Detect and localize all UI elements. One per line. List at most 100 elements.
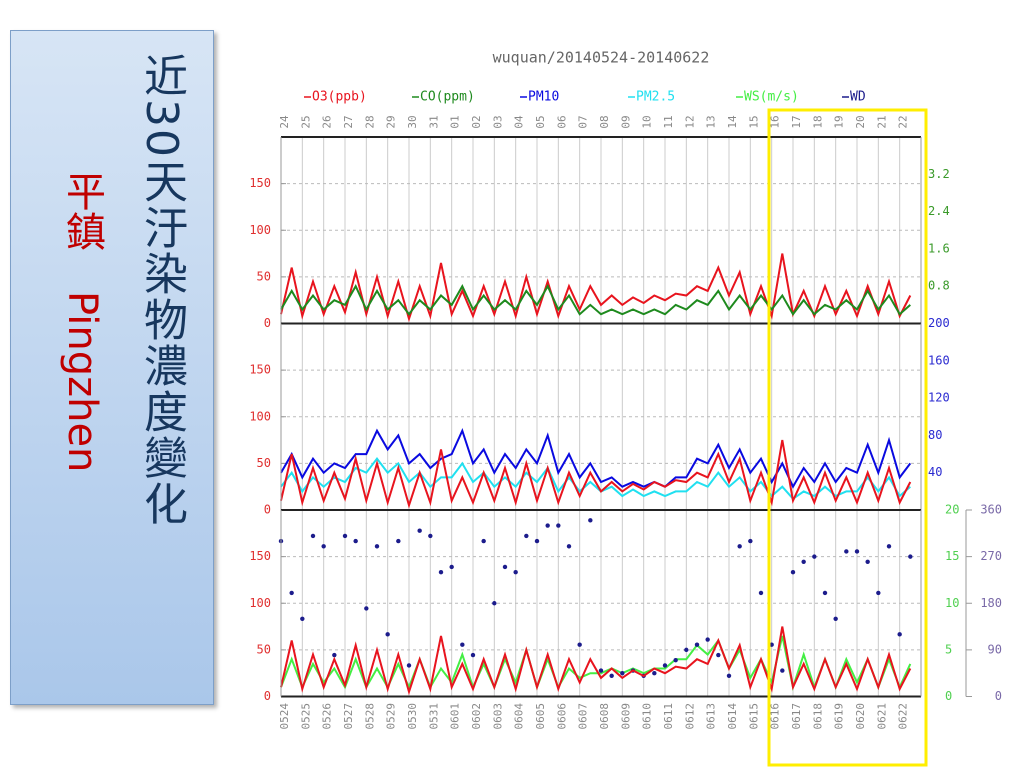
x-tick-label-top: 31 (427, 115, 440, 128)
series-line (280, 626, 912, 696)
scatter-point (332, 652, 337, 658)
x-tick-label-top: 29 (385, 115, 398, 128)
x-tick-label-top: 27 (342, 115, 355, 128)
x-tick-label: 0528 (363, 703, 376, 730)
scatter-point (652, 670, 657, 676)
x-tick-label-top: 25 (299, 115, 312, 128)
series-line (280, 253, 912, 323)
scatter-point (556, 523, 561, 528)
x-tick-label: 0618 (811, 703, 824, 730)
scatter-point (897, 632, 902, 637)
y-tick-label: 100 (249, 223, 271, 237)
y-tick-label: 0 (264, 503, 271, 517)
series-line (280, 635, 912, 692)
scatter-point (748, 538, 753, 544)
x-tick-label-top: 07 (577, 115, 590, 128)
x-tick-label-top: 19 (833, 115, 846, 128)
scatter-point (694, 642, 700, 647)
x-tick-label: 0606 (555, 703, 568, 730)
scatter-point (609, 673, 614, 678)
x-tick-label-top: 04 (513, 115, 526, 129)
scatter-point (566, 544, 572, 549)
x-tick-label: 0612 (683, 703, 696, 730)
x-tick-label-top: 12 (683, 115, 696, 128)
x-tick-label-top: 06 (555, 115, 568, 128)
y-tick-label: 100 (249, 409, 271, 423)
y2-tick-label: 0 (945, 689, 952, 703)
scatter-point (662, 663, 668, 668)
y2-tick-label: 20 (945, 503, 959, 517)
series-line (280, 439, 912, 509)
legend-label: WD (850, 90, 866, 105)
y2-tick-label: 15 (945, 549, 959, 563)
x-tick-label-top: 30 (406, 115, 419, 128)
scatter-point (886, 544, 892, 549)
scatter-point (310, 533, 316, 539)
x-tick-label: 0616 (769, 703, 782, 730)
x-tick-label: 0608 (598, 703, 611, 730)
series-line (280, 284, 911, 317)
scatter-point (396, 538, 401, 544)
x-tick-label: 0620 (854, 703, 867, 730)
x-tick-label: 0617 (790, 703, 803, 730)
scatter-point (854, 549, 860, 554)
y2-tick-label: 5 (945, 642, 952, 656)
legend-label: CO(ppm) (420, 90, 475, 105)
x-tick-label-top: 21 (875, 115, 888, 128)
x-tick-label: 0622 (897, 703, 910, 730)
x-tick-label-top: 20 (854, 115, 867, 128)
scatter-point (769, 642, 774, 647)
x-tick-label-top: 18 (811, 115, 824, 128)
y-tick-label: 150 (249, 363, 271, 377)
x-tick-label-top: 10 (641, 115, 654, 128)
x-tick-label-top: 05 (534, 115, 547, 128)
y2-tick-label: 0.8 (928, 279, 950, 293)
x-tick-label-top: 24 (278, 115, 291, 129)
scatter-point (822, 590, 828, 596)
legend-label: PM10 (528, 90, 559, 105)
x-tick-label-top: 14 (726, 115, 739, 129)
legend-label: WS(m/s) (744, 90, 799, 105)
x-tick-label-top: 13 (705, 115, 718, 128)
scatter-point (321, 544, 326, 549)
scatter-point (364, 606, 369, 611)
x-tick-label-top: 09 (619, 115, 632, 128)
scatter-point (705, 637, 710, 642)
scatter-point (780, 668, 785, 673)
scatter-point (620, 670, 625, 676)
scatter-point (470, 652, 476, 658)
y2-tick-label: 200 (928, 316, 950, 330)
highlight-box (767, 108, 928, 767)
x-tick-label: 0614 (726, 703, 739, 730)
scatter-point (844, 549, 849, 554)
scatter-point (758, 590, 764, 596)
scatter-point (726, 673, 732, 678)
x-tick-label: 0530 (406, 703, 419, 730)
y3-tick-label: 0 (995, 689, 1002, 703)
scatter-point (417, 528, 422, 533)
scatter-point (438, 569, 444, 575)
scatter-point (406, 663, 412, 668)
scatter-point (513, 569, 518, 575)
x-tick-label-top: 03 (491, 115, 504, 128)
series-line (280, 427, 912, 489)
scatter-point (353, 538, 358, 544)
station-name: 平鎮 (59, 171, 105, 251)
x-tick-label: 0526 (321, 703, 334, 730)
legend-label: O3(ppb) (312, 90, 367, 105)
x-tick-label: 0605 (534, 703, 547, 730)
scatter-point (598, 668, 604, 673)
x-tick-label: 0527 (342, 703, 355, 730)
y2-tick-label: 160 (928, 353, 950, 367)
scatter-point (342, 533, 348, 539)
station-name-en: Pingzhen (59, 291, 105, 473)
x-tick-label: 0615 (747, 703, 760, 730)
y2-tick-label: 80 (928, 428, 942, 442)
y2-tick-label: 40 (928, 465, 942, 479)
y3-tick-label: 270 (980, 549, 1002, 563)
x-tick-label-top: 17 (790, 115, 803, 128)
scatter-point (300, 616, 305, 621)
x-tick-label: 0603 (491, 703, 504, 730)
